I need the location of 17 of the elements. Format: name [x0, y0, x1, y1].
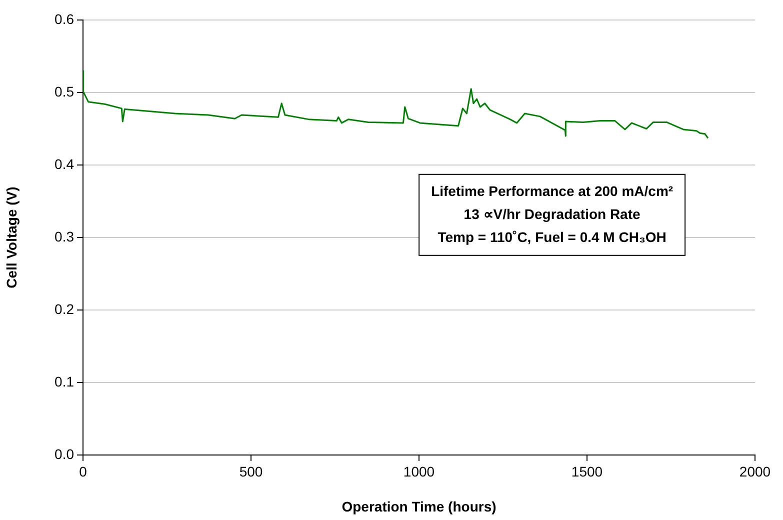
annotation: Temp = 110˚C, Fuel = 0.4 M CH₃OH [438, 228, 666, 245]
x-tick-label: 2000 [739, 463, 771, 480]
y-tick-label: 0.2 [54, 300, 74, 317]
x-tick-label: 500 [239, 463, 263, 480]
x-tick-label: 0 [79, 463, 88, 480]
y-tick-label: 0.6 [54, 10, 74, 27]
y-tick-label: 0.0 [54, 446, 74, 462]
annotation: Lifetime Performance at 200 mA/cm² [431, 182, 674, 199]
y-axis-title: Cell Voltage (V) [3, 186, 20, 288]
x-tick-label: 1000 [403, 463, 435, 480]
y-tick-label: 0.5 [54, 83, 74, 100]
x-axis-title: Operation Time (hours) [342, 498, 496, 514]
y-tick-label: 0.1 [54, 373, 74, 390]
x-tick-label: 1500 [571, 463, 603, 480]
annotation: 13 ∝V/hr Degradation Rate [464, 206, 641, 222]
y-tick-label: 0.4 [54, 156, 74, 172]
y-tick-label: 0.3 [54, 228, 74, 244]
